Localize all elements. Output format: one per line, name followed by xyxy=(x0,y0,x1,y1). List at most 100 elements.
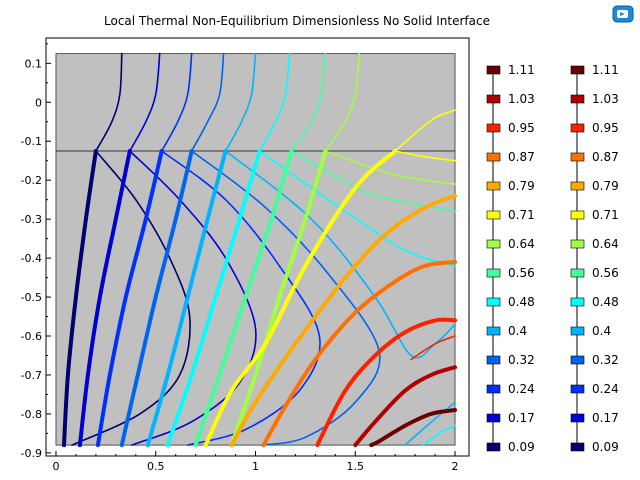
contour-line-0.71-thin-28 xyxy=(394,150,456,162)
legend-swatch-solid-0.79 xyxy=(570,181,585,191)
y-tick-label-6: -0.5 xyxy=(21,291,42,304)
contour-line-0.17-thin-4 xyxy=(129,52,161,152)
contour-line-0.09-thick-0 xyxy=(62,149,98,448)
contour-line-0.64-thick-23 xyxy=(229,149,328,448)
x-tick-label-2: 1 xyxy=(252,460,259,473)
legend-swatch-solid-0.56 xyxy=(570,268,585,278)
legend-label-fluid-0.87: 0.87 xyxy=(508,150,535,164)
y-tick-label-4: -0.3 xyxy=(21,213,42,226)
legend-label-fluid-0.79: 0.79 xyxy=(508,179,535,193)
contour-line-0.09-thin-2 xyxy=(71,150,191,446)
legend-label-solid-0.24: 0.24 xyxy=(592,382,619,396)
app-logo-icon xyxy=(612,5,634,23)
legend-label-fluid-1.03: 1.03 xyxy=(508,92,535,106)
contour-line-0.17-thick-3 xyxy=(77,149,132,448)
x-tick-label-0: 0 xyxy=(52,460,59,473)
contour-line-0.32-thin-10 xyxy=(190,52,225,152)
legend-swatch-solid-0.24 xyxy=(570,384,585,394)
contour-line-0.09-thin-1 xyxy=(95,52,123,152)
legend-label-solid-1.11: 1.11 xyxy=(592,63,619,77)
legend-swatch-solid-0.09 xyxy=(570,442,585,452)
contour-line-0.24-thin-7 xyxy=(160,52,193,152)
legend-swatch-solid-0.4 xyxy=(570,326,585,336)
legend-label-fluid-0.4: 0.4 xyxy=(508,324,527,338)
legend-label-fluid-0.32: 0.32 xyxy=(508,353,535,367)
contour-line-0.48-thick-16 xyxy=(165,149,262,448)
legend-swatch-fluid-0.48 xyxy=(486,297,501,307)
y-tick-label-10: -0.9 xyxy=(21,447,42,460)
legend-label-fluid-0.48: 0.48 xyxy=(508,295,535,309)
legend-label-solid-0.71: 0.71 xyxy=(592,208,619,222)
legend-label-fluid-0.09: 0.09 xyxy=(508,440,535,454)
legend-swatch-solid-0.87 xyxy=(570,152,585,162)
legend-label-solid-0.95: 0.95 xyxy=(592,121,619,135)
legend-label-fluid-0.24: 0.24 xyxy=(508,382,535,396)
y-tick-label-5: -0.4 xyxy=(21,252,42,265)
contour-line-0.87-thick-30 xyxy=(261,260,457,448)
contour-line-0.48-thin-18 xyxy=(258,150,456,267)
legend-swatch-fluid-0.17 xyxy=(486,413,501,423)
legend-swatch-fluid-0.64 xyxy=(486,239,501,249)
contour-line-0.64-thin-25 xyxy=(324,150,456,185)
contour-line-0.56-thick-20 xyxy=(193,149,294,448)
x-tick-label-4: 2 xyxy=(452,460,459,473)
legend-swatch-solid-0.17 xyxy=(570,413,585,423)
contour-line-0.48-thin-19 xyxy=(422,424,456,446)
legend-swatch-solid-1.11 xyxy=(570,65,585,75)
y-tick-label-0: 0.1 xyxy=(25,57,43,70)
contour-line-0.79-thick-29 xyxy=(229,193,457,448)
legend-label-fluid-0.95: 0.95 xyxy=(508,121,535,135)
legend-label-solid-0.64: 0.64 xyxy=(592,237,619,251)
legend-swatch-fluid-1.11 xyxy=(486,65,501,75)
legend-label-solid-0.17: 0.17 xyxy=(592,411,619,425)
legend-label-solid-0.56: 0.56 xyxy=(592,266,619,280)
x-tick-label-1: 0.5 xyxy=(147,460,165,473)
legend-swatch-fluid-0.4 xyxy=(486,326,501,336)
legend-label-fluid-0.64: 0.64 xyxy=(508,237,535,251)
legend-swatch-solid-1.03 xyxy=(570,94,585,104)
legend-swatch-fluid-0.79 xyxy=(486,181,501,191)
legend-solid: 1.11 1.03 0.95 0.87 0.79 0.71 0.64 0.56 0.48 0.4 0… xyxy=(570,63,619,454)
contour-line-0.48-thin-17 xyxy=(258,52,291,152)
legend-swatch-fluid-0.95 xyxy=(486,123,501,133)
contour-line-0.4-thin-15 xyxy=(404,401,456,446)
contour-line-0.4-thin-13 xyxy=(224,52,257,152)
contour-line-0.4-thick-12 xyxy=(145,149,228,448)
legend-label-solid-1.03: 1.03 xyxy=(592,92,619,106)
contour-line-0.95-thin-32 xyxy=(410,335,456,361)
legend-swatch-fluid-0.87 xyxy=(486,152,501,162)
legend-label-fluid-0.17: 0.17 xyxy=(508,411,535,425)
y-tick-label-2: -0.1 xyxy=(21,135,42,148)
legend-swatch-solid-0.64 xyxy=(570,239,585,249)
contour-line-0.32-thin-11 xyxy=(190,150,381,446)
legend-label-solid-0.32: 0.32 xyxy=(592,353,619,367)
y-tick-label-7: -0.6 xyxy=(21,330,42,343)
y-tick-label-9: -0.8 xyxy=(21,408,42,421)
contour-line-0.24-thick-6 xyxy=(95,149,164,448)
contour-line-0.32-thick-9 xyxy=(119,149,194,448)
y-axis-ticks: 0.1 0 -0.1 -0.2 -0.3 -0.4 -0.5 -0.6 -0.7 -0.8 -0.9 xyxy=(21,43,51,460)
legend-swatch-fluid-0.09 xyxy=(486,442,501,452)
contour-line-0.56-thin-21 xyxy=(290,52,327,152)
legend-label-fluid-0.56: 0.56 xyxy=(508,266,535,280)
contour-line-0.71-thin-27 xyxy=(394,109,456,152)
legend-label-solid-0.79: 0.79 xyxy=(592,179,619,193)
legend-swatch-solid-0.95 xyxy=(570,123,585,133)
legend-swatch-fluid-0.71 xyxy=(486,210,501,220)
y-tick-label-3: -0.2 xyxy=(21,174,42,187)
contour-line-1.03-thick-33 xyxy=(353,365,457,448)
legend-label-fluid-0.71: 0.71 xyxy=(508,208,535,222)
legend-label-solid-0.09: 0.09 xyxy=(592,440,619,454)
legend-label-solid-0.87: 0.87 xyxy=(592,150,619,164)
contour-line-0.95-thick-31 xyxy=(315,317,457,448)
legend-swatch-solid-0.48 xyxy=(570,297,585,307)
legend-swatch-solid-0.32 xyxy=(570,355,585,365)
chart-title: Local Thermal Non-Equilibrium Dimensionl… xyxy=(104,14,490,28)
legend-swatch-fluid-1.03 xyxy=(486,94,501,104)
contour-line-0.64-thin-24 xyxy=(324,52,361,152)
legend-swatch-fluid-0.24 xyxy=(486,384,501,394)
legend-fluid: 1.11 1.03 0.95 0.87 0.79 0.71 0.64 0.56 0.48 0.4 0… xyxy=(486,63,535,454)
contour-lines xyxy=(62,52,457,448)
x-axis-ticks: 0 0.5 1 1.5 2 xyxy=(52,451,459,473)
